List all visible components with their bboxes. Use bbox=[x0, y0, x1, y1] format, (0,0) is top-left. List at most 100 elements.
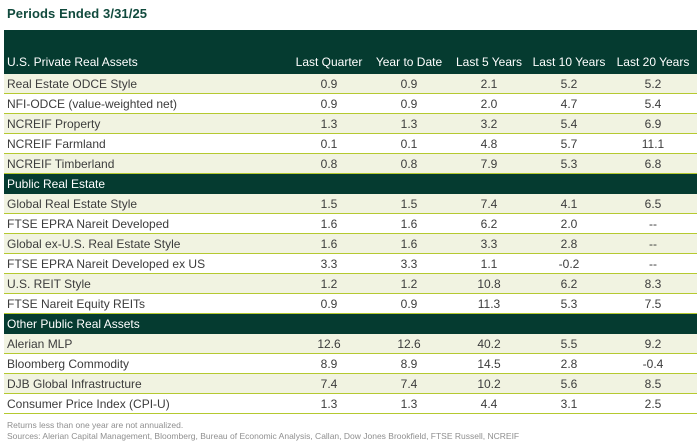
table-row: FTSE EPRA Nareit Developed ex US 3.3 3.3 1.… bbox=[4, 253, 697, 274]
footnote-annualized: Returns less than one year are not annua… bbox=[7, 420, 184, 430]
table-row: Bloomberg Commodity 8.9 8.9 14.5 2.8 -0.4 bbox=[4, 353, 697, 374]
table-row: U.S. REIT Style 1.2 1.2 10.8 6.2 8.3 bbox=[4, 273, 697, 294]
value-cell: 2.0 bbox=[449, 93, 529, 114]
value-cell: 0.9 bbox=[369, 293, 449, 314]
value-cell: 7.4 bbox=[369, 373, 449, 394]
value-cell: 7.4 bbox=[449, 194, 529, 214]
value-cell: 12.6 bbox=[369, 334, 449, 354]
value-cell: 0.8 bbox=[289, 153, 369, 174]
value-cell: -0.2 bbox=[529, 253, 609, 274]
column-header-last-5-years: Last 5 Years bbox=[449, 30, 529, 74]
table-row: Alerian MLP 12.6 12.6 40.2 5.5 9.2 bbox=[4, 334, 697, 354]
column-header-last-quarter: Last Quarter bbox=[289, 30, 369, 74]
value-cell: 0.9 bbox=[369, 93, 449, 114]
section-header-row: Public Real Estate bbox=[4, 173, 697, 194]
value-cell: 5.6 bbox=[529, 373, 609, 394]
value-cell: 8.9 bbox=[369, 353, 449, 374]
table-row: FTSE EPRA Nareit Developed 1.6 1.6 6.2 2.0 -- bbox=[4, 213, 697, 234]
value-cell: 8.9 bbox=[289, 353, 369, 374]
value-cell: 14.5 bbox=[449, 353, 529, 374]
value-cell: 1.6 bbox=[289, 213, 369, 234]
value-cell: 12.6 bbox=[289, 334, 369, 354]
value-cell: -- bbox=[609, 213, 697, 234]
value-cell: 10.8 bbox=[449, 273, 529, 294]
value-cell: 5.2 bbox=[529, 74, 609, 94]
value-cell: -- bbox=[609, 233, 697, 254]
value-cell: 0.8 bbox=[369, 153, 449, 174]
column-header-year-to-date: Year to Date bbox=[369, 30, 449, 74]
row-label: FTSE EPRA Nareit Developed bbox=[4, 213, 289, 234]
footnote-sources: Sources: Alerian Capital Management, Blo… bbox=[7, 431, 520, 441]
row-label: Global ex-U.S. Real Estate Style bbox=[4, 233, 289, 254]
value-cell: 3.3 bbox=[289, 253, 369, 274]
value-cell: 4.7 bbox=[529, 93, 609, 114]
row-label: DJB Global Infrastructure bbox=[4, 373, 289, 394]
value-cell: 6.8 bbox=[609, 153, 697, 174]
value-cell: 2.8 bbox=[529, 233, 609, 254]
value-cell: 40.2 bbox=[449, 334, 529, 354]
row-label: NFI-ODCE (value-weighted net) bbox=[4, 93, 289, 114]
table-row: NCREIF Farmland 0.1 0.1 4.8 5.7 11.1 bbox=[4, 133, 697, 154]
value-cell: 3.1 bbox=[529, 393, 609, 414]
column-header-last-10-years: Last 10 Years bbox=[529, 30, 609, 74]
value-cell: 5.4 bbox=[609, 93, 697, 114]
section-header-row: Other Public Real Assets bbox=[4, 313, 697, 334]
value-cell: 1.5 bbox=[289, 194, 369, 214]
table-header: U.S. Private Real Assets Last Quarter Ye… bbox=[4, 30, 697, 74]
value-cell: 5.5 bbox=[529, 334, 609, 354]
value-cell: 1.2 bbox=[369, 273, 449, 294]
value-cell: 1.3 bbox=[369, 113, 449, 134]
table-row: Consumer Price Index (CPI-U) 1.3 1.3 4.4 3.1… bbox=[4, 393, 697, 414]
value-cell: 7.5 bbox=[609, 293, 697, 314]
value-cell: 0.9 bbox=[289, 93, 369, 114]
value-cell: 6.2 bbox=[529, 273, 609, 294]
row-label: Global Real Estate Style bbox=[4, 194, 289, 214]
value-cell: 1.6 bbox=[289, 233, 369, 254]
value-cell: 4.4 bbox=[449, 393, 529, 414]
value-cell: 5.3 bbox=[529, 293, 609, 314]
value-cell: 8.5 bbox=[609, 373, 697, 394]
table-row: Real Estate ODCE Style 0.9 0.9 2.1 5.2 5.2 bbox=[4, 74, 697, 94]
page-title: Periods Ended 3/31/25 bbox=[7, 6, 148, 21]
returns-table: U.S. Private Real Assets Last Quarter Ye… bbox=[4, 30, 697, 414]
row-label: Alerian MLP bbox=[4, 334, 289, 354]
table-row: NFI-ODCE (value-weighted net) 0.9 0.9 2.0 4.… bbox=[4, 93, 697, 114]
row-label: Bloomberg Commodity bbox=[4, 353, 289, 374]
value-cell: 6.2 bbox=[449, 213, 529, 234]
table-row: DJB Global Infrastructure 7.4 7.4 10.2 5.6 8.… bbox=[4, 373, 697, 394]
value-cell: 1.5 bbox=[369, 194, 449, 214]
value-cell: 6.5 bbox=[609, 194, 697, 214]
value-cell: 1.3 bbox=[369, 393, 449, 414]
value-cell: 8.3 bbox=[609, 273, 697, 294]
row-label: FTSE Nareit Equity REITs bbox=[4, 293, 289, 314]
value-cell: 2.5 bbox=[609, 393, 697, 414]
value-cell: 3.2 bbox=[449, 113, 529, 134]
value-cell: 3.3 bbox=[369, 253, 449, 274]
value-cell: 2.0 bbox=[529, 213, 609, 234]
table-row: NCREIF Property 1.3 1.3 3.2 5.4 6.9 bbox=[4, 113, 697, 134]
row-label: Consumer Price Index (CPI-U) bbox=[4, 393, 289, 414]
value-cell: 11.1 bbox=[609, 133, 697, 154]
section-header-label: Public Real Estate bbox=[4, 173, 697, 194]
row-label: U.S. REIT Style bbox=[4, 273, 289, 294]
row-label: Real Estate ODCE Style bbox=[4, 74, 289, 94]
value-cell: 9.2 bbox=[609, 334, 697, 354]
table-row: Global ex-U.S. Real Estate Style 1.6 1.6 3.… bbox=[4, 233, 697, 254]
value-cell: 10.2 bbox=[449, 373, 529, 394]
value-cell: 0.1 bbox=[289, 133, 369, 154]
value-cell: 4.1 bbox=[529, 194, 609, 214]
value-cell: 11.3 bbox=[449, 293, 529, 314]
value-cell: 7.9 bbox=[449, 153, 529, 174]
value-cell: -0.4 bbox=[609, 353, 697, 374]
value-cell: 2.8 bbox=[529, 353, 609, 374]
value-cell: 6.9 bbox=[609, 113, 697, 134]
value-cell: 1.2 bbox=[289, 273, 369, 294]
row-label: FTSE EPRA Nareit Developed ex US bbox=[4, 253, 289, 274]
report-page: Periods Ended 3/31/25 U.S. Private Real … bbox=[0, 6, 700, 442]
value-cell: 5.4 bbox=[529, 113, 609, 134]
section-header-label: Other Public Real Assets bbox=[4, 313, 697, 334]
value-cell: 5.7 bbox=[529, 133, 609, 154]
value-cell: 0.9 bbox=[289, 293, 369, 314]
footnotes: Returns less than one year are not annua… bbox=[7, 420, 700, 442]
header-row: U.S. Private Real Assets Last Quarter Ye… bbox=[4, 30, 697, 74]
